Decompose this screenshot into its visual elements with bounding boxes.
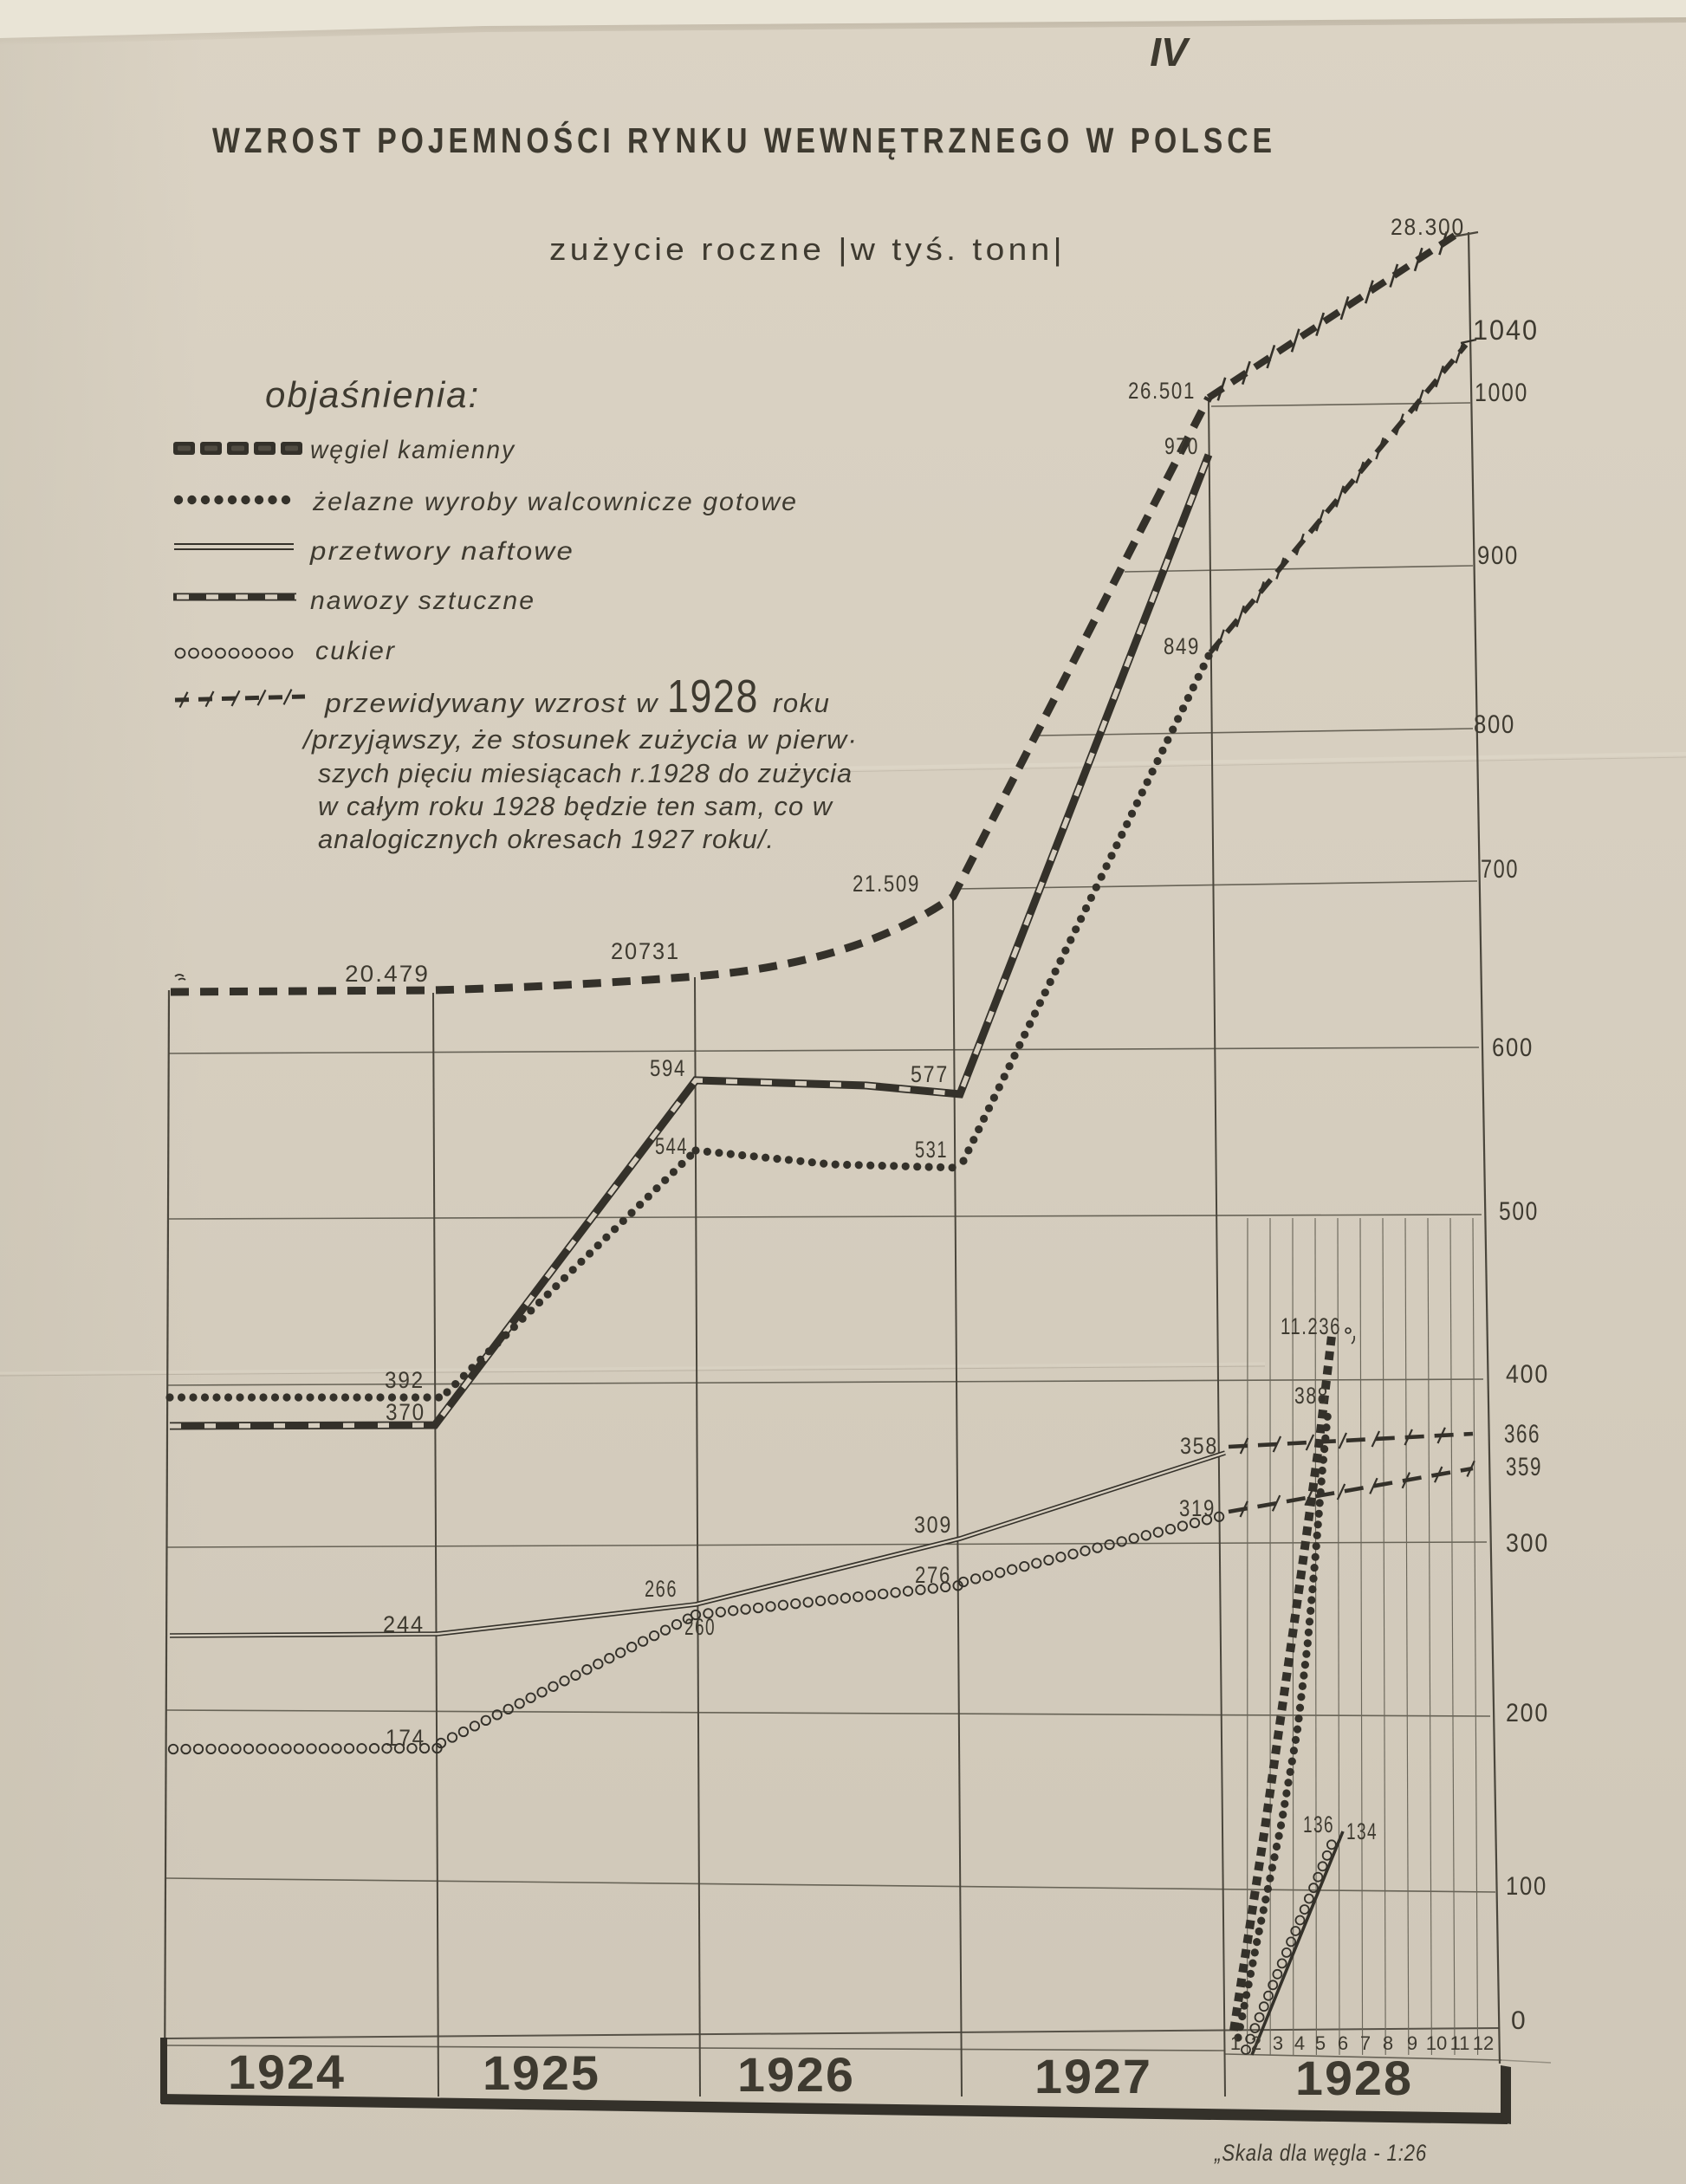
svg-text:531: 531 <box>915 1137 948 1163</box>
svg-text:260: 260 <box>684 1614 716 1640</box>
svg-text:3: 3 <box>1273 2032 1283 2054</box>
svg-text:594: 594 <box>650 1055 686 1081</box>
svg-text:20731: 20731 <box>611 938 680 964</box>
svg-text:300: 300 <box>1506 1529 1549 1558</box>
svg-text:IV: IV <box>1150 29 1190 75</box>
svg-text:134: 134 <box>1346 1818 1378 1844</box>
svg-text:21.509: 21.509 <box>853 871 920 897</box>
svg-text:1925: 1925 <box>483 2045 600 2100</box>
svg-text:28.300: 28.300 <box>1391 214 1465 240</box>
svg-text:136: 136 <box>1303 1811 1334 1837</box>
svg-text:900: 900 <box>1477 541 1519 570</box>
svg-text:przetwory naftowe: przetwory naftowe <box>309 537 574 566</box>
svg-text:cukier: cukier <box>315 637 396 665</box>
svg-text:970: 970 <box>1164 433 1199 459</box>
svg-text:7: 7 <box>1360 2032 1371 2054</box>
svg-text:6: 6 <box>1338 2032 1348 2054</box>
svg-text:zużycie roczne |w tyś. tonn|: zużycie roczne |w tyś. tonn| <box>549 231 1066 267</box>
svg-text:20.479: 20.479 <box>345 961 430 987</box>
svg-text:11.236: 11.236 <box>1281 1313 1341 1339</box>
svg-text:26.501: 26.501 <box>1128 378 1196 404</box>
svg-text:11: 11 <box>1450 2032 1470 2054</box>
svg-text:10: 10 <box>1426 2032 1447 2054</box>
svg-text:1928: 1928 <box>1295 2051 1413 2105</box>
svg-text:276: 276 <box>915 1562 951 1588</box>
svg-text:roku: roku <box>773 688 830 718</box>
svg-text:358: 358 <box>1180 1433 1218 1459</box>
svg-text:800: 800 <box>1474 710 1515 739</box>
svg-text:1000: 1000 <box>1475 379 1528 407</box>
svg-text:0: 0 <box>1511 2006 1527 2035</box>
svg-text:200: 200 <box>1506 1699 1549 1727</box>
svg-text:1: 1 <box>1230 2032 1241 2054</box>
svg-text:400: 400 <box>1506 1360 1549 1389</box>
svg-text:388: 388 <box>1294 1383 1329 1409</box>
svg-text:1926: 1926 <box>737 2047 855 2102</box>
svg-text:nawozy sztuczne: nawozy sztuczne <box>310 587 535 615</box>
svg-text:przewidywany wzrost w: przewidywany wzrost w <box>324 688 659 718</box>
svg-text:/przyjąwszy, że stosunek zużyc: /przyjąwszy, że stosunek zużycia w pierw… <box>302 724 858 755</box>
svg-text:1040: 1040 <box>1473 314 1539 346</box>
svg-text:„Skala dla węgla - 1:26: „Skala dla węgla - 1:26 <box>1214 2140 1427 2166</box>
svg-text:2: 2 <box>1251 2032 1261 2054</box>
svg-text:544: 544 <box>655 1133 688 1159</box>
svg-text:1927: 1927 <box>1034 2049 1152 2103</box>
svg-text:WZROST POJEMNOŚCI RYNKU WEWNĘT: WZROST POJEMNOŚCI RYNKU WEWNĘTRZNEGO W P… <box>212 120 1276 160</box>
svg-text:100: 100 <box>1506 1872 1547 1901</box>
svg-text:4: 4 <box>1294 2032 1305 2054</box>
svg-text:366: 366 <box>1504 1420 1540 1448</box>
svg-text:analogicznych okresach 1927 ro: analogicznych okresach 1927 roku/. <box>318 824 775 854</box>
svg-text:319: 319 <box>1179 1495 1216 1521</box>
svg-text:szych pięciu miesiącach r.1928: szych pięciu miesiącach r.1928 do zużyci… <box>318 758 853 788</box>
svg-text:objaśnienia:: objaśnienia: <box>265 374 480 415</box>
svg-text:1924: 1924 <box>228 2045 346 2099</box>
svg-text:500: 500 <box>1499 1197 1539 1226</box>
svg-text:370: 370 <box>386 1399 425 1425</box>
svg-text:700: 700 <box>1481 855 1519 884</box>
svg-text:1928: 1928 <box>667 671 759 723</box>
svg-text:600: 600 <box>1492 1034 1534 1062</box>
svg-text:266: 266 <box>645 1576 678 1602</box>
svg-text:849: 849 <box>1164 633 1200 659</box>
svg-text:w całym roku 1928 będzie ten s: w całym roku 1928 będzie ten sam, co w <box>318 791 834 821</box>
svg-text:żelazne wyroby walcownicze got: żelazne wyroby walcownicze gotowe <box>312 488 798 516</box>
svg-text:392: 392 <box>385 1367 425 1393</box>
svg-text:9: 9 <box>1407 2032 1417 2054</box>
svg-text:244: 244 <box>383 1611 425 1637</box>
svg-text:174: 174 <box>386 1725 425 1751</box>
svg-text:309: 309 <box>914 1512 952 1538</box>
svg-text:12: 12 <box>1473 2032 1494 2054</box>
svg-text:359: 359 <box>1506 1453 1542 1481</box>
svg-text:577: 577 <box>911 1061 949 1087</box>
svg-text:węgiel kamienny: węgiel kamienny <box>310 436 516 464</box>
svg-text:5: 5 <box>1315 2032 1326 2054</box>
svg-text:8: 8 <box>1383 2032 1393 2054</box>
